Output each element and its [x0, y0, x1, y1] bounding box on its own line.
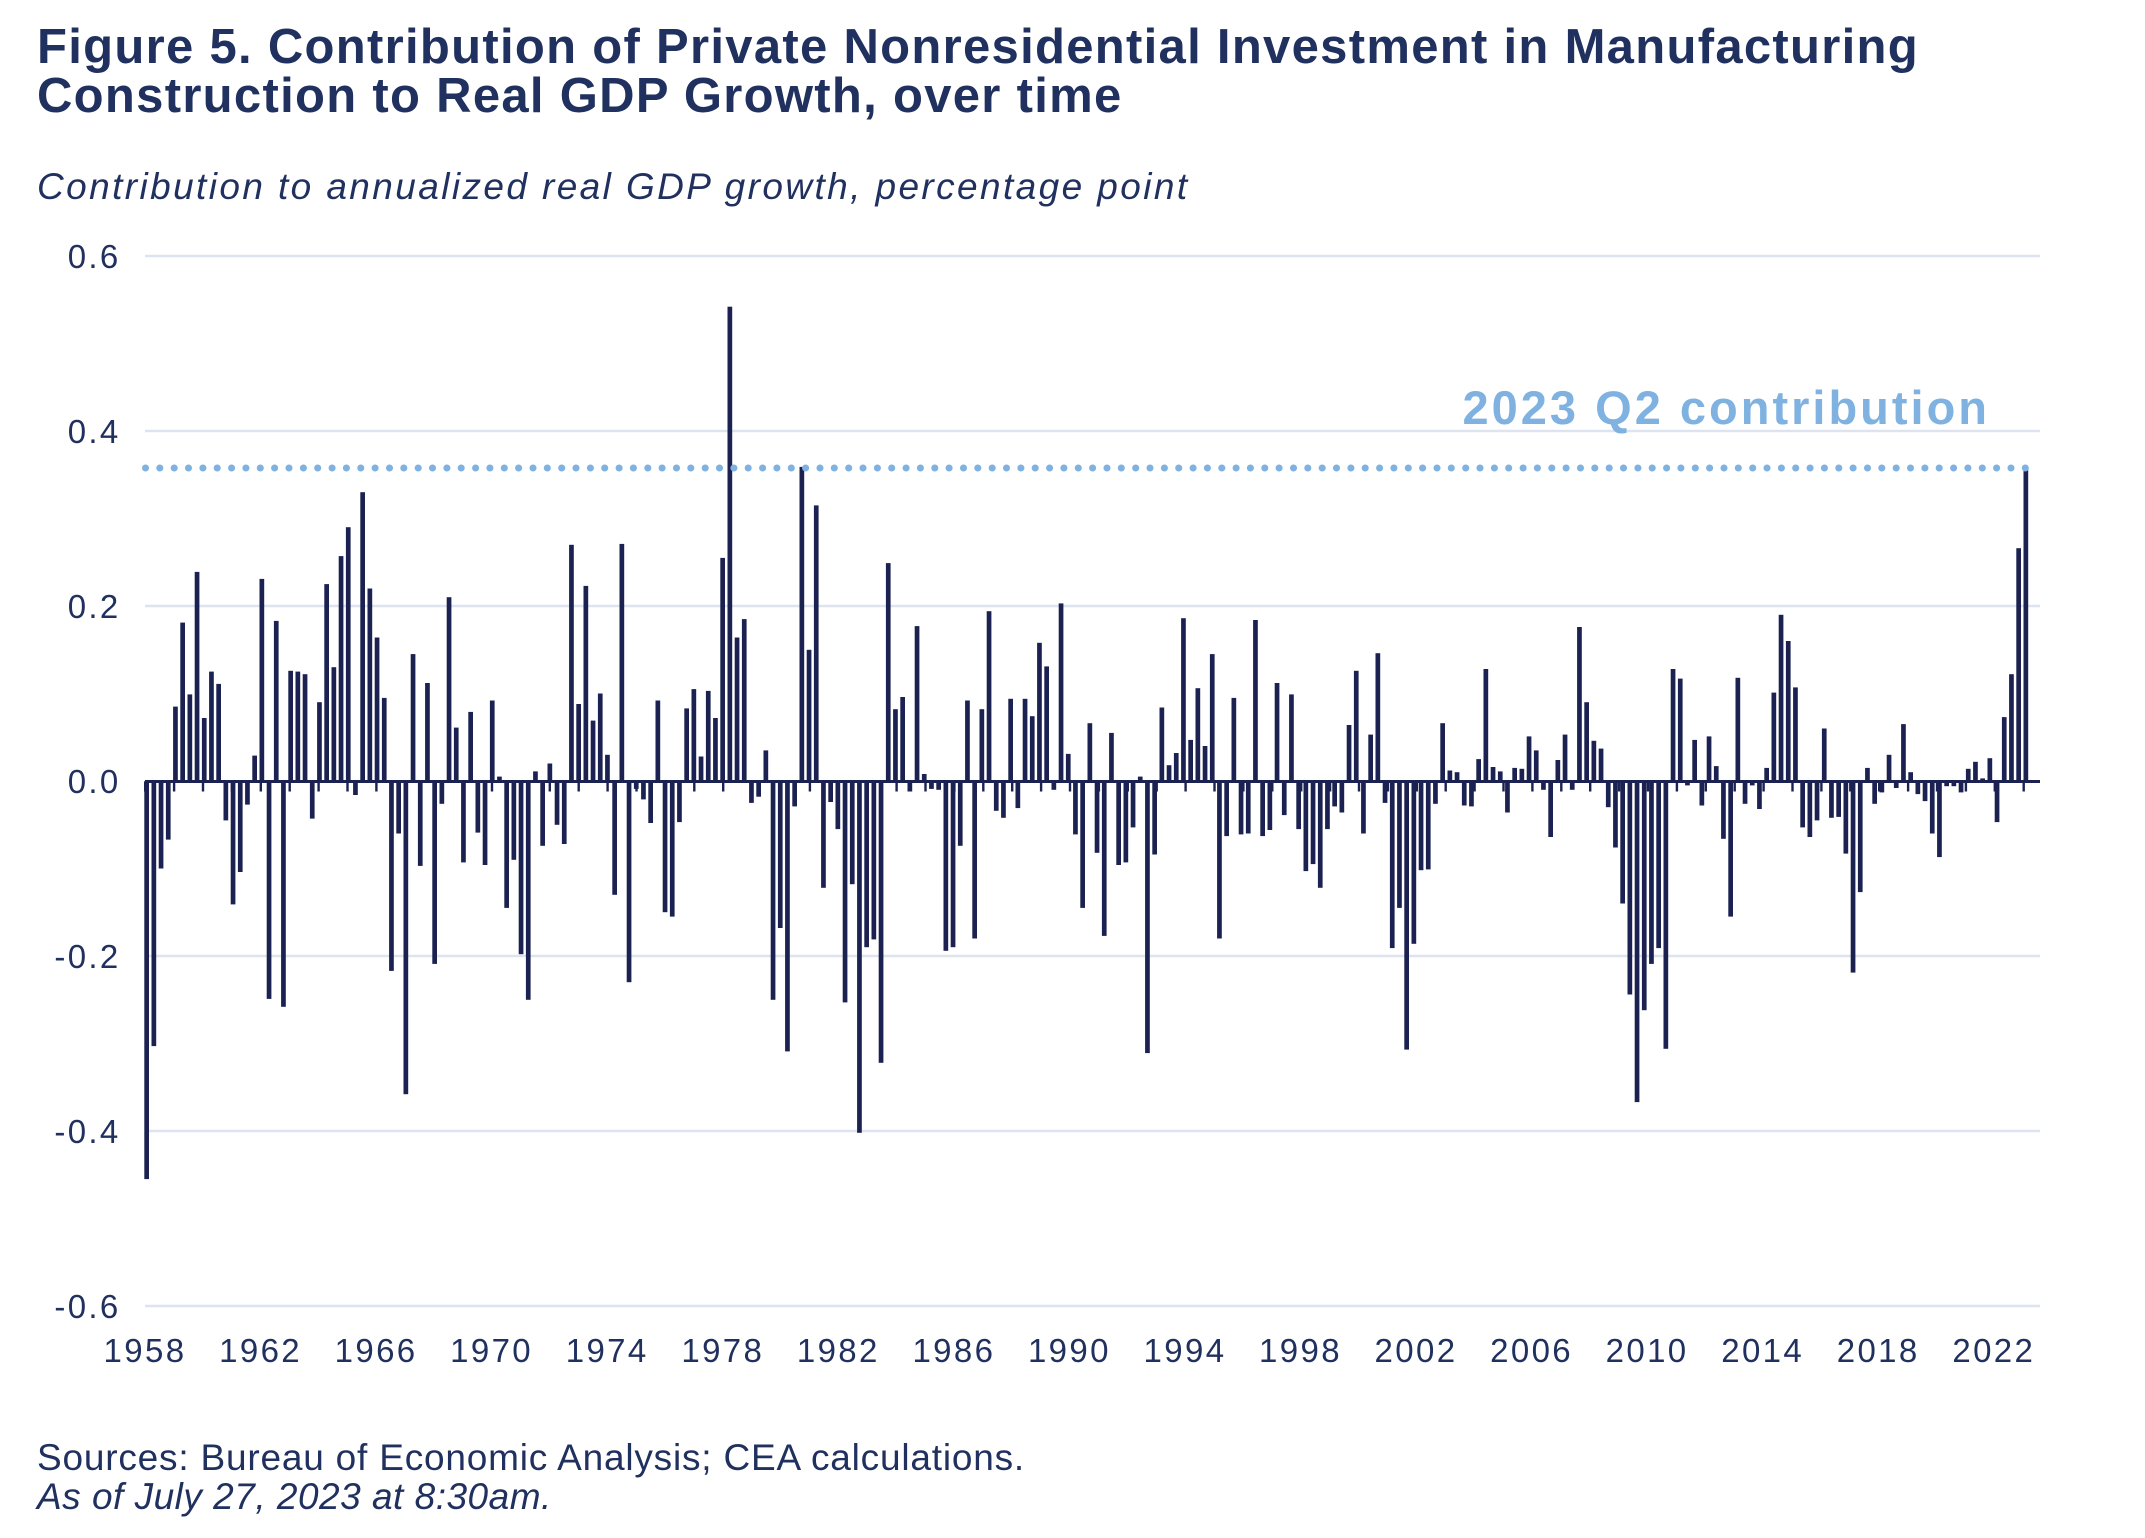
svg-text:2010: 2010 [1606, 1332, 1689, 1369]
svg-text:2014: 2014 [1721, 1332, 1804, 1369]
svg-text:-0.4: -0.4 [54, 1113, 120, 1150]
svg-text:1966: 1966 [335, 1332, 418, 1369]
svg-text:2023 Q2 contribution: 2023 Q2 contribution [1463, 381, 1990, 434]
svg-text:1978: 1978 [681, 1332, 764, 1369]
svg-text:0.2: 0.2 [68, 588, 121, 625]
svg-text:Construction to Real GDP Growt: Construction to Real GDP Growth, over ti… [37, 69, 1123, 123]
svg-text:1962: 1962 [219, 1332, 302, 1369]
svg-text:1970: 1970 [450, 1332, 533, 1369]
svg-text:1998: 1998 [1259, 1332, 1342, 1369]
svg-text:2002: 2002 [1375, 1332, 1458, 1369]
svg-text:2006: 2006 [1490, 1332, 1573, 1369]
svg-text:-0.6: -0.6 [54, 1288, 120, 1325]
svg-text:Sources: Bureau of Economic An: Sources: Bureau of Economic Analysis; CE… [37, 1437, 1025, 1478]
svg-text:-0.2: -0.2 [54, 938, 120, 975]
svg-text:0.0: 0.0 [68, 763, 121, 800]
svg-text:0.6: 0.6 [68, 238, 121, 275]
svg-text:1986: 1986 [912, 1332, 995, 1369]
svg-text:1958: 1958 [104, 1332, 187, 1369]
svg-text:1994: 1994 [1144, 1332, 1227, 1369]
svg-text:1990: 1990 [1028, 1332, 1111, 1369]
svg-text:As of July 27, 2023 at 8:30am.: As of July 27, 2023 at 8:30am. [35, 1476, 552, 1517]
svg-text:Contribution to annualized rea: Contribution to annualized real GDP grow… [37, 166, 1190, 207]
svg-text:1974: 1974 [566, 1332, 649, 1369]
svg-text:1982: 1982 [797, 1332, 880, 1369]
svg-text:2018: 2018 [1837, 1332, 1920, 1369]
svg-text:0.4: 0.4 [68, 413, 121, 450]
svg-text:Figure 5. Contribution of Priv: Figure 5. Contribution of Private Nonres… [37, 20, 1919, 74]
svg-text:2022: 2022 [1952, 1332, 2035, 1369]
